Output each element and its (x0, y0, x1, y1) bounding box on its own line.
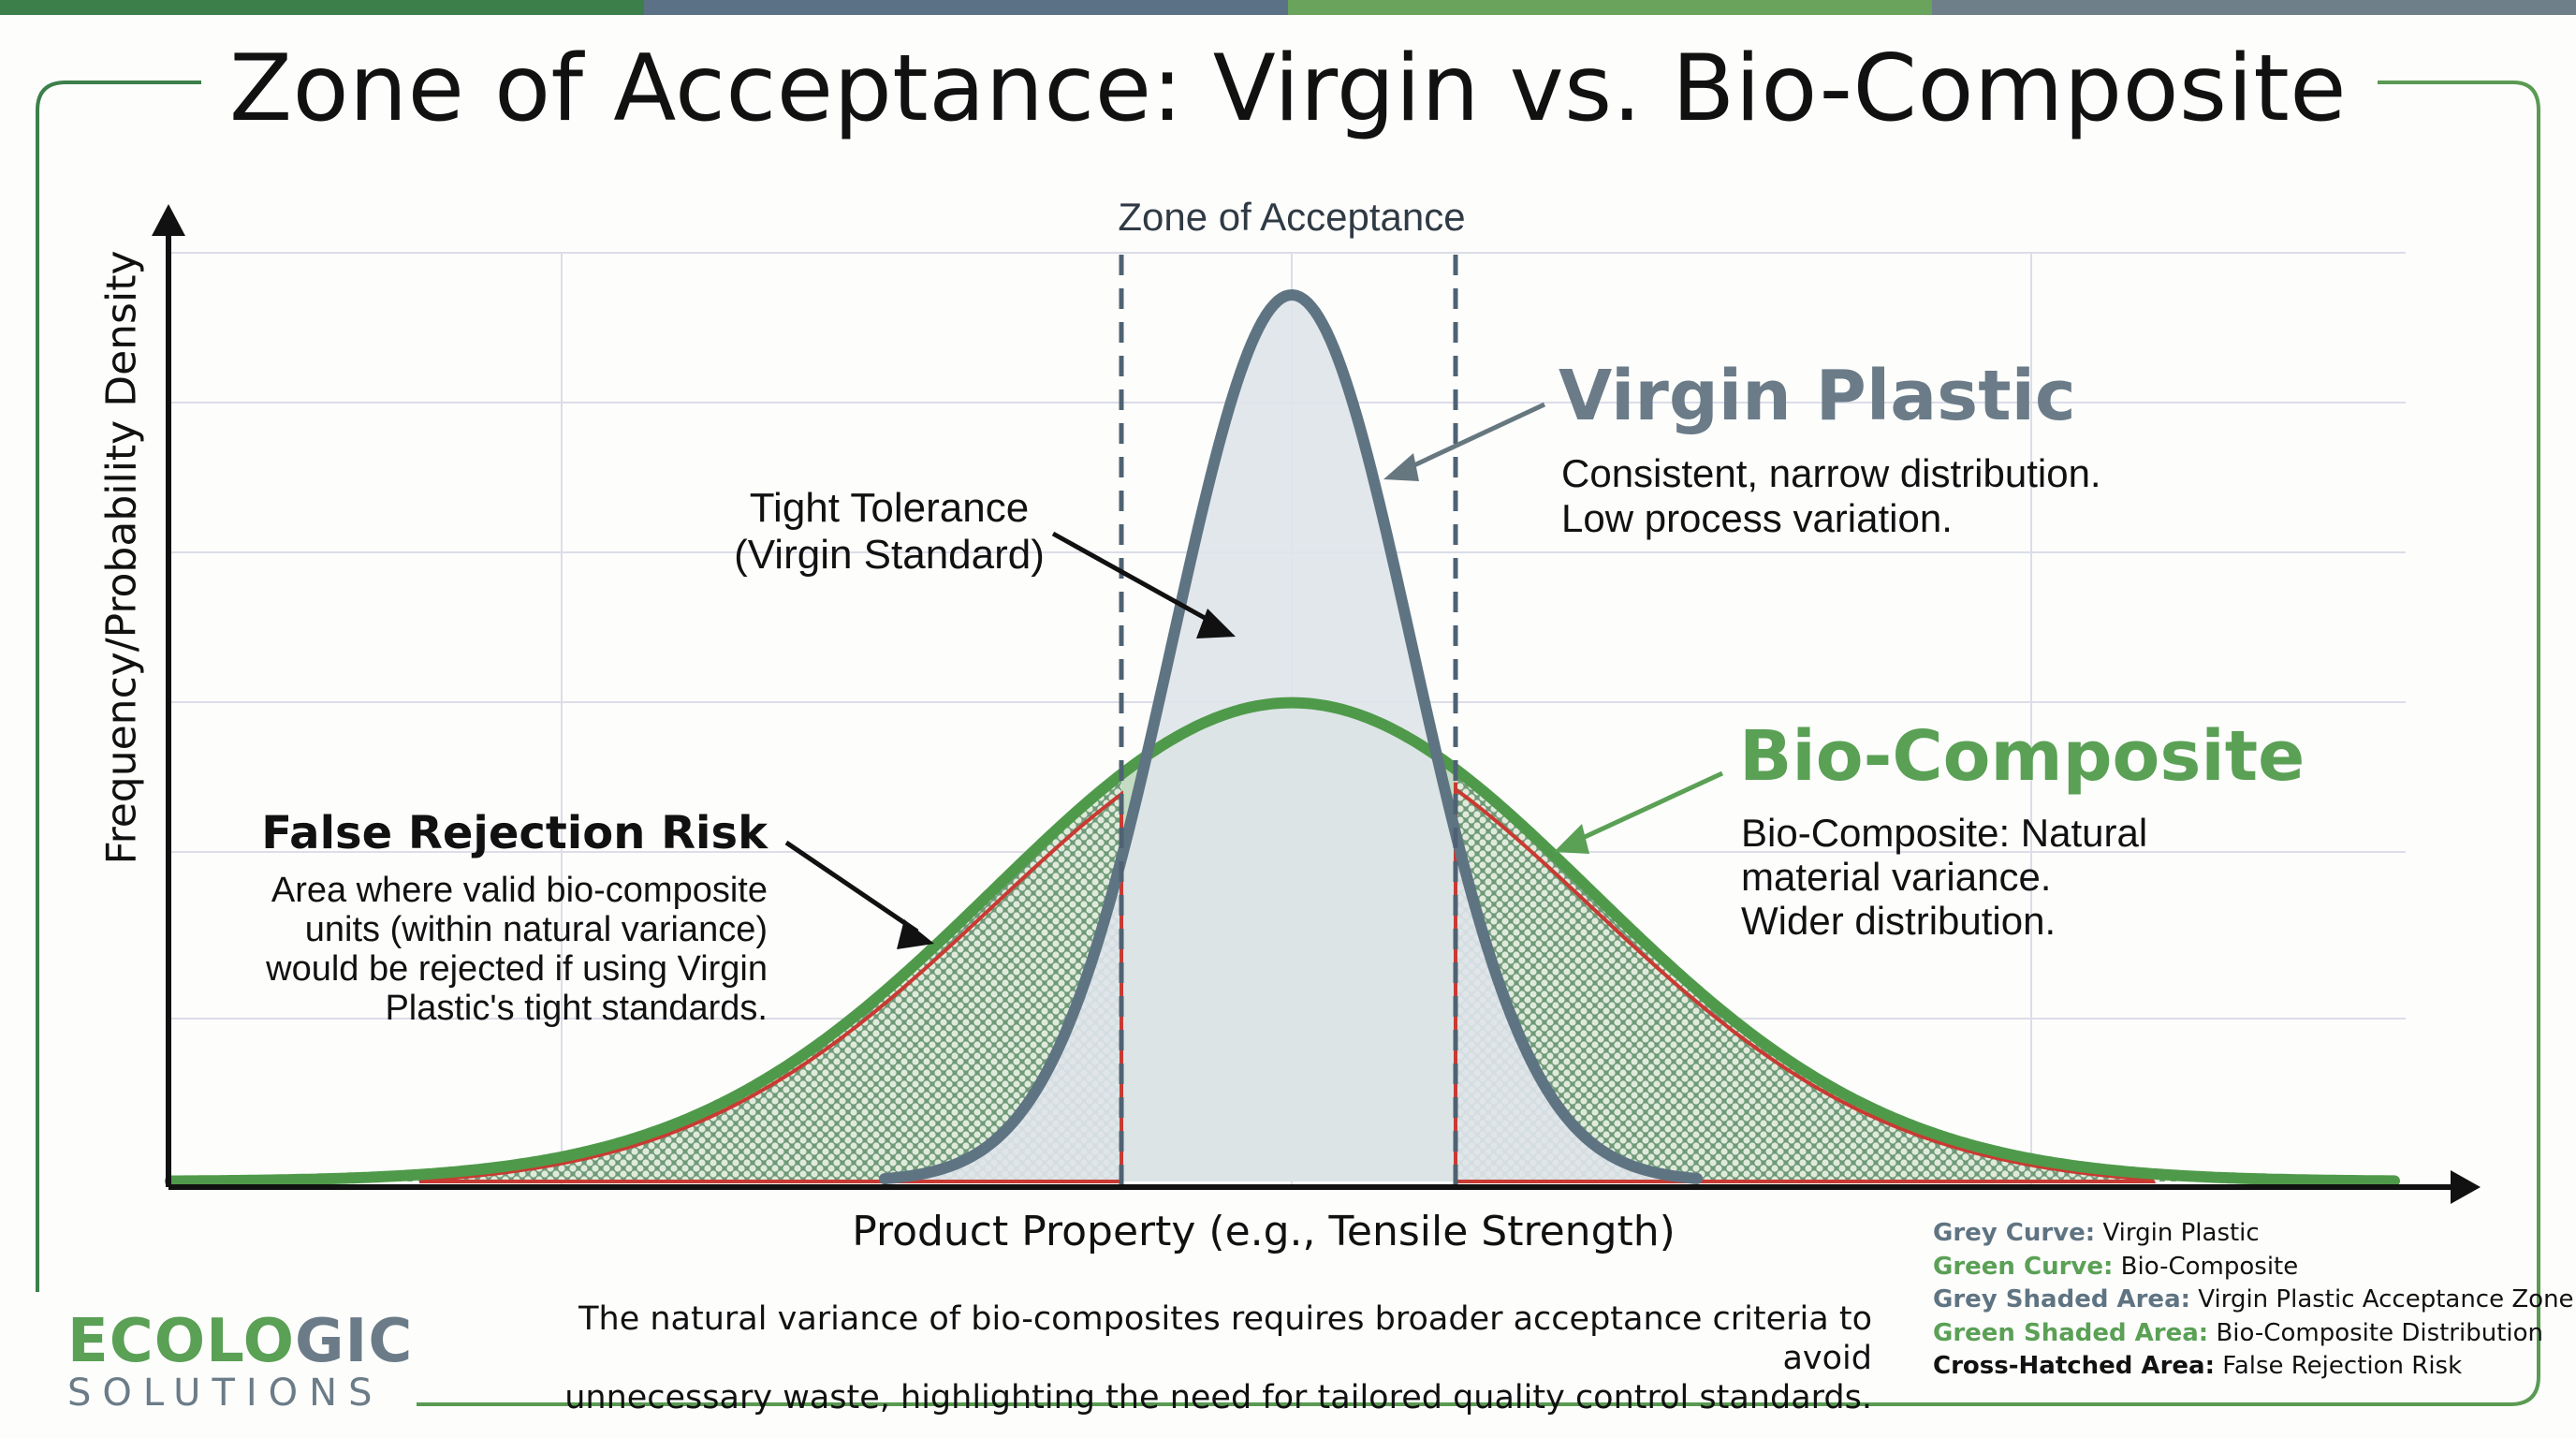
caption-line-1: The natural variance of bio-composites r… (578, 1300, 1872, 1377)
legend-value: False Rejection Risk (2222, 1352, 2463, 1380)
y-axis-arrow-icon (152, 204, 185, 236)
legend-item-grey-shaded: Grey Shaded Area: Virgin Plastic Accepta… (1933, 1284, 2574, 1317)
caption: The natural variance of bio-composites r… (524, 1299, 1872, 1417)
bio-composite-curve (165, 697, 2400, 1187)
virgin-plastic-description: Consistent, narrow distribution. Low pro… (1561, 451, 2101, 541)
zone-of-acceptance-label: Zone of Acceptance (1118, 195, 1466, 239)
topbar-segment-4 (1932, 0, 2576, 15)
legend: Grey Curve: Virgin Plastic Green Curve: … (1933, 1217, 2574, 1384)
false-rejection-description: Area where valid bio-composite units (wi… (187, 871, 768, 1028)
logo-line-1: ECOLOGIC (67, 1311, 413, 1372)
tight-tolerance-line-1: Tight Tolerance (749, 485, 1030, 531)
legend-key: Grey Curve: (1933, 1219, 2096, 1247)
annotation-arrows (784, 402, 1724, 949)
frr-desc-line-2: units (within natural variance) (304, 910, 768, 949)
x-axis-label: Product Property (e.g., Tensile Strength… (852, 1208, 1676, 1255)
company-logo: ECOLOGIC SOLUTIONS (67, 1311, 413, 1414)
legend-key: Cross-Hatched Area: (1933, 1352, 2215, 1380)
acceptance-zone-lines (1119, 255, 1458, 1187)
virgin-plastic-title: Virgin Plastic (1559, 356, 2076, 436)
arrow-head-icon (1383, 453, 1419, 481)
bio-composite-title: Bio-Composite (1739, 716, 2305, 797)
legend-value: Bio-Composite (2120, 1252, 2299, 1281)
topbar-segment-1 (0, 0, 644, 15)
arrow-head-icon (897, 919, 934, 949)
legend-item-cross-hatched: Cross-Hatched Area: False Rejection Risk (1933, 1350, 2574, 1384)
false-rejection-title: False Rejection Risk (261, 807, 768, 859)
frr-desc-line-3: would be rejected if using Virgin (266, 949, 768, 989)
legend-key: Green Curve: (1933, 1252, 2114, 1281)
tight-tolerance-line-2: (Virgin Standard) (734, 532, 1045, 578)
virgin-desc-line-2: Low process variation. (1561, 496, 1953, 540)
legend-item-grey-curve: Grey Curve: Virgin Plastic (1933, 1217, 2574, 1251)
frr-desc-line-4: Plastic's tight standards. (385, 989, 768, 1028)
y-axis-label: Frequency/Probability Density (97, 250, 146, 865)
frr-desc-line-1: Area where valid bio-composite (271, 871, 768, 910)
bio-desc-line-2: material variance. (1741, 855, 2052, 899)
topbar-segment-3 (1288, 0, 1932, 15)
tight-tolerance-annotation: Tight Tolerance (Virgin Standard) (655, 485, 1123, 579)
legend-item-green-curve: Green Curve: Bio-Composite (1933, 1251, 2574, 1284)
legend-key: Grey Shaded Area: (1933, 1285, 2191, 1313)
logo-green-part: ECOLO (67, 1307, 295, 1376)
bio-composite-description: Bio-Composite: Natural material variance… (1741, 811, 2147, 943)
legend-value: Bio-Composite Distribution (2216, 1318, 2544, 1347)
legend-item-green-shaded: Green Shaded Area: Bio-Composite Distrib… (1933, 1317, 2574, 1351)
legend-value: Virgin Plastic (2102, 1219, 2260, 1247)
logo-line-2: SOLUTIONS (67, 1372, 384, 1415)
arrow-head-icon (1554, 824, 1589, 854)
x-axis-arrow-icon (2451, 1170, 2481, 1204)
legend-value: Virgin Plastic Acceptance Zone (2198, 1285, 2574, 1313)
virgin-desc-line-1: Consistent, narrow distribution. (1561, 451, 2101, 495)
page-title: Zone of Acceptance: Virgin vs. Bio-Compo… (228, 36, 2348, 142)
topbar-segment-2 (644, 0, 1288, 15)
axes (152, 204, 2481, 1204)
bio-desc-line-3: Wider distribution. (1741, 899, 2056, 943)
virgin-plastic-curve (879, 288, 1703, 1185)
logo-grey-part: GIC (295, 1307, 414, 1376)
legend-key: Green Shaded Area: (1933, 1318, 2209, 1347)
top-color-bar (0, 0, 2576, 15)
bio-desc-line-1: Bio-Composite: Natural (1741, 811, 2148, 855)
arrow-head-icon (1196, 609, 1236, 638)
caption-line-2: unnecessary waste, highlighting the need… (564, 1379, 1872, 1416)
